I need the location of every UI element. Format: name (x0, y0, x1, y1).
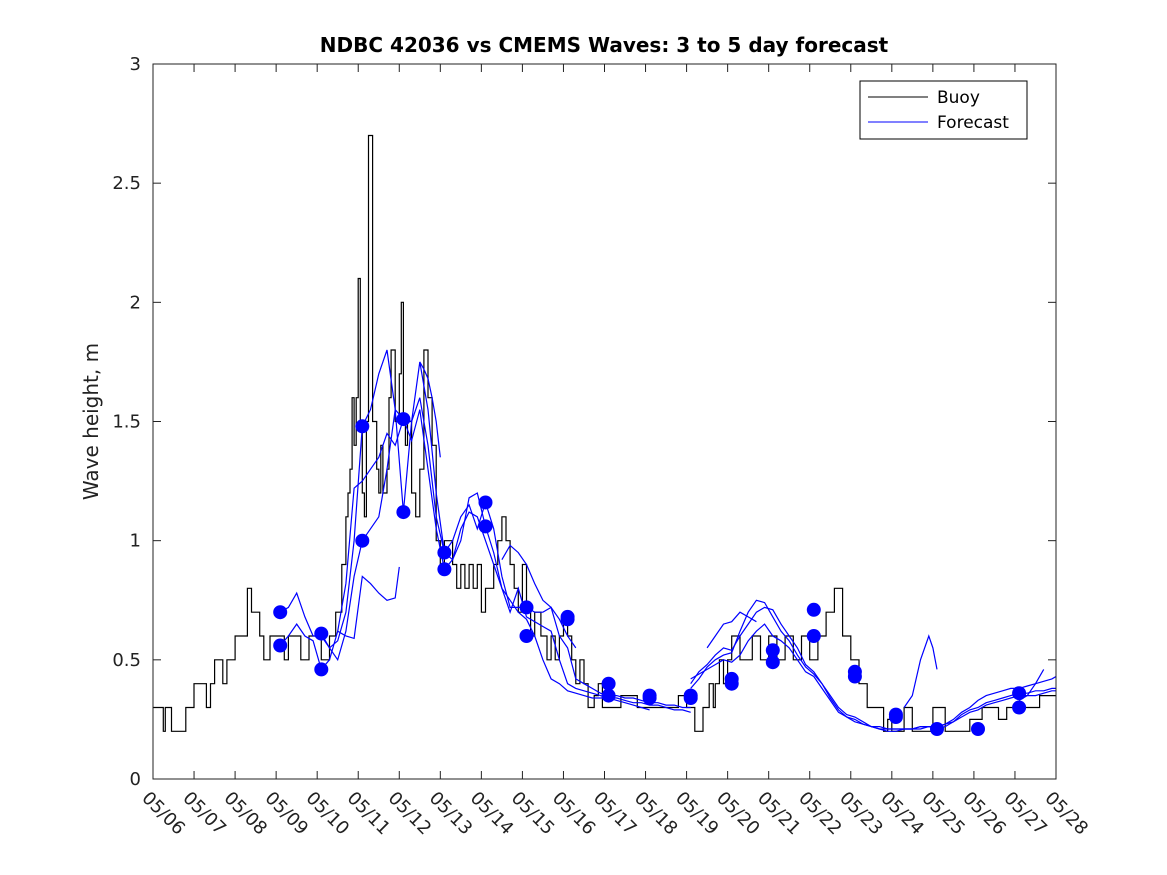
y-axis: 0 0.5 1 1.5 2 2.5 3 (112, 54, 1056, 790)
x-tick-label: 05/16 (548, 788, 600, 840)
forecast-marker (519, 600, 534, 615)
forecast-marker (601, 676, 616, 691)
x-tick-label: 05/18 (630, 788, 682, 840)
forecast-marker (314, 662, 329, 677)
x-tick-label: 05/26 (958, 788, 1010, 840)
forecast-marker (355, 533, 370, 548)
forecast-series-line-2 (320, 397, 650, 711)
forecast-marker (683, 688, 698, 703)
legend-box (859, 80, 1028, 140)
x-tick-label: 05/14 (466, 788, 518, 840)
x-tick-label: 05/06 (137, 788, 189, 840)
forecast-marker (273, 638, 288, 653)
forecast-marker (765, 643, 780, 658)
forecast-series-line-6 (690, 606, 1056, 730)
legend-entry-buoy: Buoy (937, 88, 980, 108)
legend: Buoy Forecast (859, 80, 1028, 140)
forecast-marker (396, 505, 411, 520)
forecast-marker (806, 602, 821, 617)
x-tick-label: 05/19 (671, 788, 723, 840)
buoy-series-line (153, 134, 1056, 732)
y-tick-label: 2.5 (112, 173, 141, 194)
x-tick-label: 05/28 (1040, 788, 1092, 840)
y-tick-label: 2 (130, 292, 141, 313)
forecast-marker (971, 722, 985, 736)
forecast-series-line-3 (337, 566, 400, 640)
x-tick-label: 05/23 (835, 788, 887, 840)
x-tick-label: 05/11 (343, 788, 395, 840)
axes-frame (152, 63, 1057, 780)
forecast-series-line-10 (903, 634, 938, 708)
x-tick-label: 05/15 (507, 788, 559, 840)
forecast-series-line-7 (690, 623, 1056, 730)
forecast-series-line-1 (279, 409, 691, 713)
x-tick-label: 05/21 (753, 788, 805, 840)
y-tick-label: 1 (130, 531, 141, 552)
forecast-marker (478, 495, 493, 510)
x-tick-label: 05/08 (220, 788, 272, 840)
forecast-series-line-8 (690, 599, 1056, 732)
forecast-marker (355, 419, 370, 434)
forecast-marker (396, 412, 411, 427)
x-tick-label: 05/20 (712, 788, 764, 840)
forecast-marker (437, 562, 452, 577)
x-tick-label: 05/22 (794, 788, 846, 840)
forecast-series-line-4 (419, 361, 441, 458)
x-tick-label: 05/12 (384, 788, 436, 840)
x-tick-label: 05/13 (425, 788, 477, 840)
y-axis-label: Wave height, m (79, 343, 103, 500)
forecast-marker (519, 629, 534, 643)
forecast-marker (888, 710, 903, 724)
forecast-marker (1012, 700, 1027, 715)
forecast-marker (437, 545, 452, 560)
forecast-marker (478, 519, 493, 534)
legend-entry-forecast: Forecast (937, 113, 1009, 133)
forecast-marker (273, 605, 288, 620)
forecast-series-line-9 (706, 611, 757, 649)
x-tick-label: 05/17 (589, 788, 641, 840)
y-tick-label: 0.5 (112, 650, 141, 671)
chart-title: NDBC 42036 vs CMEMS Waves: 3 to 5 day fo… (320, 33, 889, 57)
y-tick-label: 1.5 (112, 412, 141, 433)
forecast-series-line-5 (501, 544, 577, 649)
plot-area (153, 134, 1056, 736)
x-tick-label: 05/25 (917, 788, 969, 840)
forecast-marker (601, 688, 616, 703)
x-tick-label: 05/27 (999, 788, 1051, 840)
forecast-marker (930, 722, 944, 736)
y-tick-label: 3 (130, 54, 141, 75)
x-tick-label: 05/10 (302, 788, 354, 840)
forecast-marker (847, 669, 862, 684)
y-tick-label: 0 (130, 769, 141, 790)
forecast-marker (806, 629, 821, 643)
x-tick-label: 05/09 (261, 788, 313, 840)
forecast-marker (642, 691, 657, 705)
x-tick-label: 05/24 (876, 788, 928, 840)
forecast-marker (1012, 686, 1027, 701)
forecast-marker (560, 612, 575, 627)
x-tick-label: 05/07 (179, 788, 231, 840)
forecast-marker (765, 655, 780, 670)
forecast-marker (724, 676, 739, 691)
forecast-marker (314, 626, 329, 641)
